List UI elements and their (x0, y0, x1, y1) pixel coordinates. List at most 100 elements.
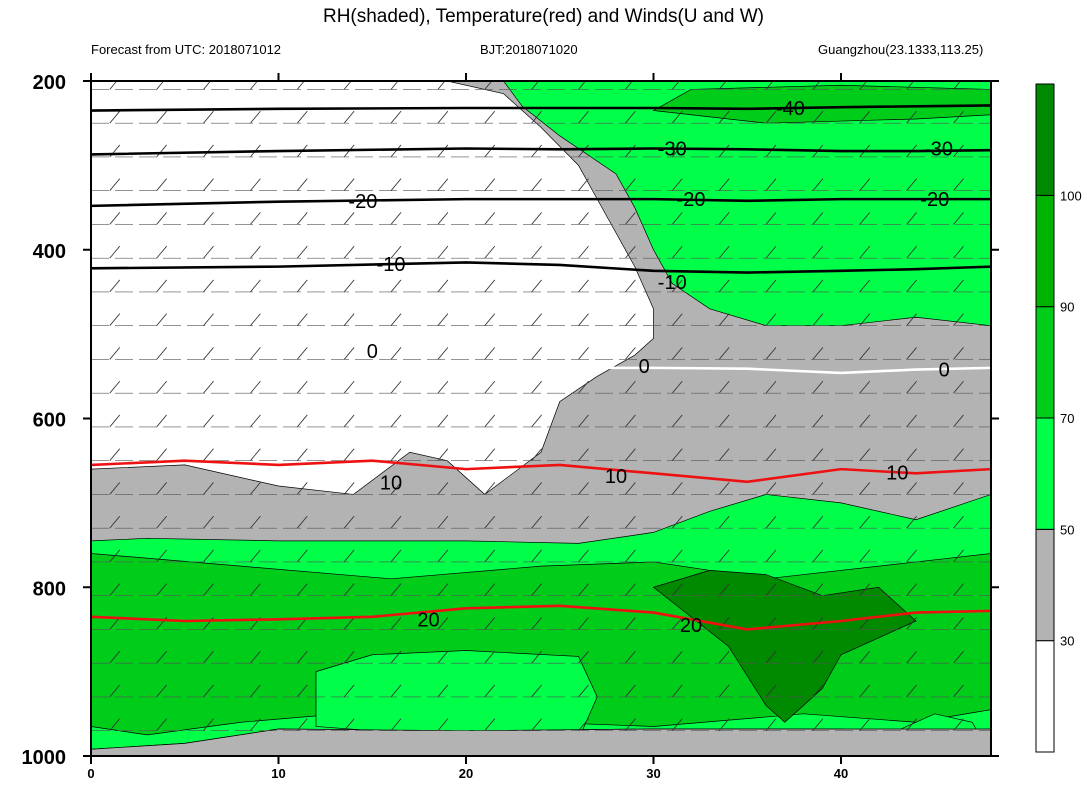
wind-barb (625, 347, 636, 360)
wind-barb (203, 482, 214, 495)
wind-barb (718, 279, 730, 293)
wind-barb (109, 279, 121, 293)
wind-barb (437, 245, 449, 259)
wind-barb (203, 110, 214, 124)
wind-barb (156, 414, 167, 428)
wind-barb (765, 549, 777, 563)
wind-barb (671, 110, 683, 124)
wind-barb (250, 81, 258, 90)
wind-barb (390, 110, 402, 124)
wind-barb (718, 347, 730, 360)
wind-barb (953, 313, 964, 326)
wind-barb (203, 414, 214, 428)
wind-barb (531, 414, 542, 428)
wind-barb (625, 414, 636, 428)
wind-barb (718, 549, 730, 563)
wind-barb (390, 81, 399, 90)
wind-barb (203, 650, 214, 664)
wind-barb (484, 684, 496, 698)
wind-barb (343, 212, 355, 225)
wind-barb (203, 718, 214, 731)
wind-barb (718, 313, 730, 326)
wind-barb (906, 448, 917, 461)
wind-barb (578, 448, 589, 461)
wind-barb (437, 549, 449, 563)
contour-label: 0 (939, 360, 950, 382)
wind-barb (437, 110, 449, 124)
wind-barb (718, 684, 730, 698)
wind-barb (578, 347, 589, 360)
wind-barb (906, 178, 917, 191)
wind-barb (156, 448, 167, 461)
wind-barb (906, 650, 917, 664)
wind-barb (578, 313, 589, 326)
wind-barb (390, 448, 402, 461)
wind-barb (671, 718, 683, 731)
x-tick-label: 20 (459, 766, 473, 781)
wind-barb (109, 245, 121, 259)
wind-barb (531, 144, 542, 158)
wind-barb (156, 144, 167, 158)
wind-barb (671, 245, 683, 259)
wind-barb (203, 81, 212, 90)
colorbar-label: 50 (1060, 522, 1074, 537)
wind-barb (390, 684, 402, 698)
wind-barb (156, 347, 167, 360)
forecast-subtitle: Forecast from UTC: 2018071012 (91, 42, 282, 57)
temperature-contour (91, 366, 991, 375)
wind-barb (109, 650, 121, 664)
wind-barb (859, 110, 871, 124)
wind-barb (671, 684, 683, 698)
y-tick-label: 200 (33, 72, 66, 94)
contour-label: -30 (924, 139, 953, 161)
wind-barb (578, 212, 589, 225)
wind-barb (250, 549, 261, 563)
wind-barb (390, 414, 402, 428)
wind-barb (437, 684, 449, 698)
wind-barb (156, 212, 167, 225)
wind-barb (718, 144, 730, 158)
rh-region-gray-bottom (91, 728, 991, 756)
wind-barb (109, 81, 118, 90)
wind-barb (953, 347, 964, 360)
wind-barb (765, 718, 777, 731)
wind-barb (250, 583, 261, 596)
contour-label: -20 (920, 189, 949, 211)
contour-label: -30 (658, 139, 687, 161)
wind-barb (671, 549, 683, 563)
wind-barb (718, 650, 730, 664)
wind-barb (625, 212, 636, 225)
wind-barb (390, 212, 402, 225)
wind-barb (250, 650, 261, 664)
wind-barb (109, 313, 121, 326)
wind-barb (109, 549, 121, 563)
wind-barb (531, 313, 542, 326)
contour-label: 0 (367, 341, 378, 363)
wind-barb (625, 549, 636, 563)
y-tick-label: 600 (33, 410, 66, 432)
rh-region-dark (652, 570, 917, 723)
wind-barb (671, 178, 683, 191)
wind-barb (390, 617, 402, 630)
wind-barb (296, 245, 308, 259)
wind-barb (343, 482, 355, 495)
wind-barb (578, 482, 589, 495)
wind-barb (625, 313, 636, 326)
wind-barb (812, 482, 824, 495)
chart-title: RH(shaded), Temperature(red) and Winds(U… (322, 6, 765, 27)
wind-barb (296, 212, 308, 225)
wind-barb (906, 617, 917, 630)
wind-barb (859, 718, 871, 731)
wind-barb (812, 448, 824, 461)
wind-barb (484, 515, 496, 529)
wind-barb (812, 549, 824, 563)
wind-barb (578, 279, 589, 293)
wind-barb (906, 718, 917, 731)
wind-barb (765, 313, 777, 326)
wind-barb (859, 81, 868, 90)
wind-barb (765, 245, 777, 259)
wind-barb (484, 448, 496, 461)
wind-barb (906, 110, 917, 124)
wind-barb (859, 245, 871, 259)
colorbar-segment (1035, 83, 1055, 196)
